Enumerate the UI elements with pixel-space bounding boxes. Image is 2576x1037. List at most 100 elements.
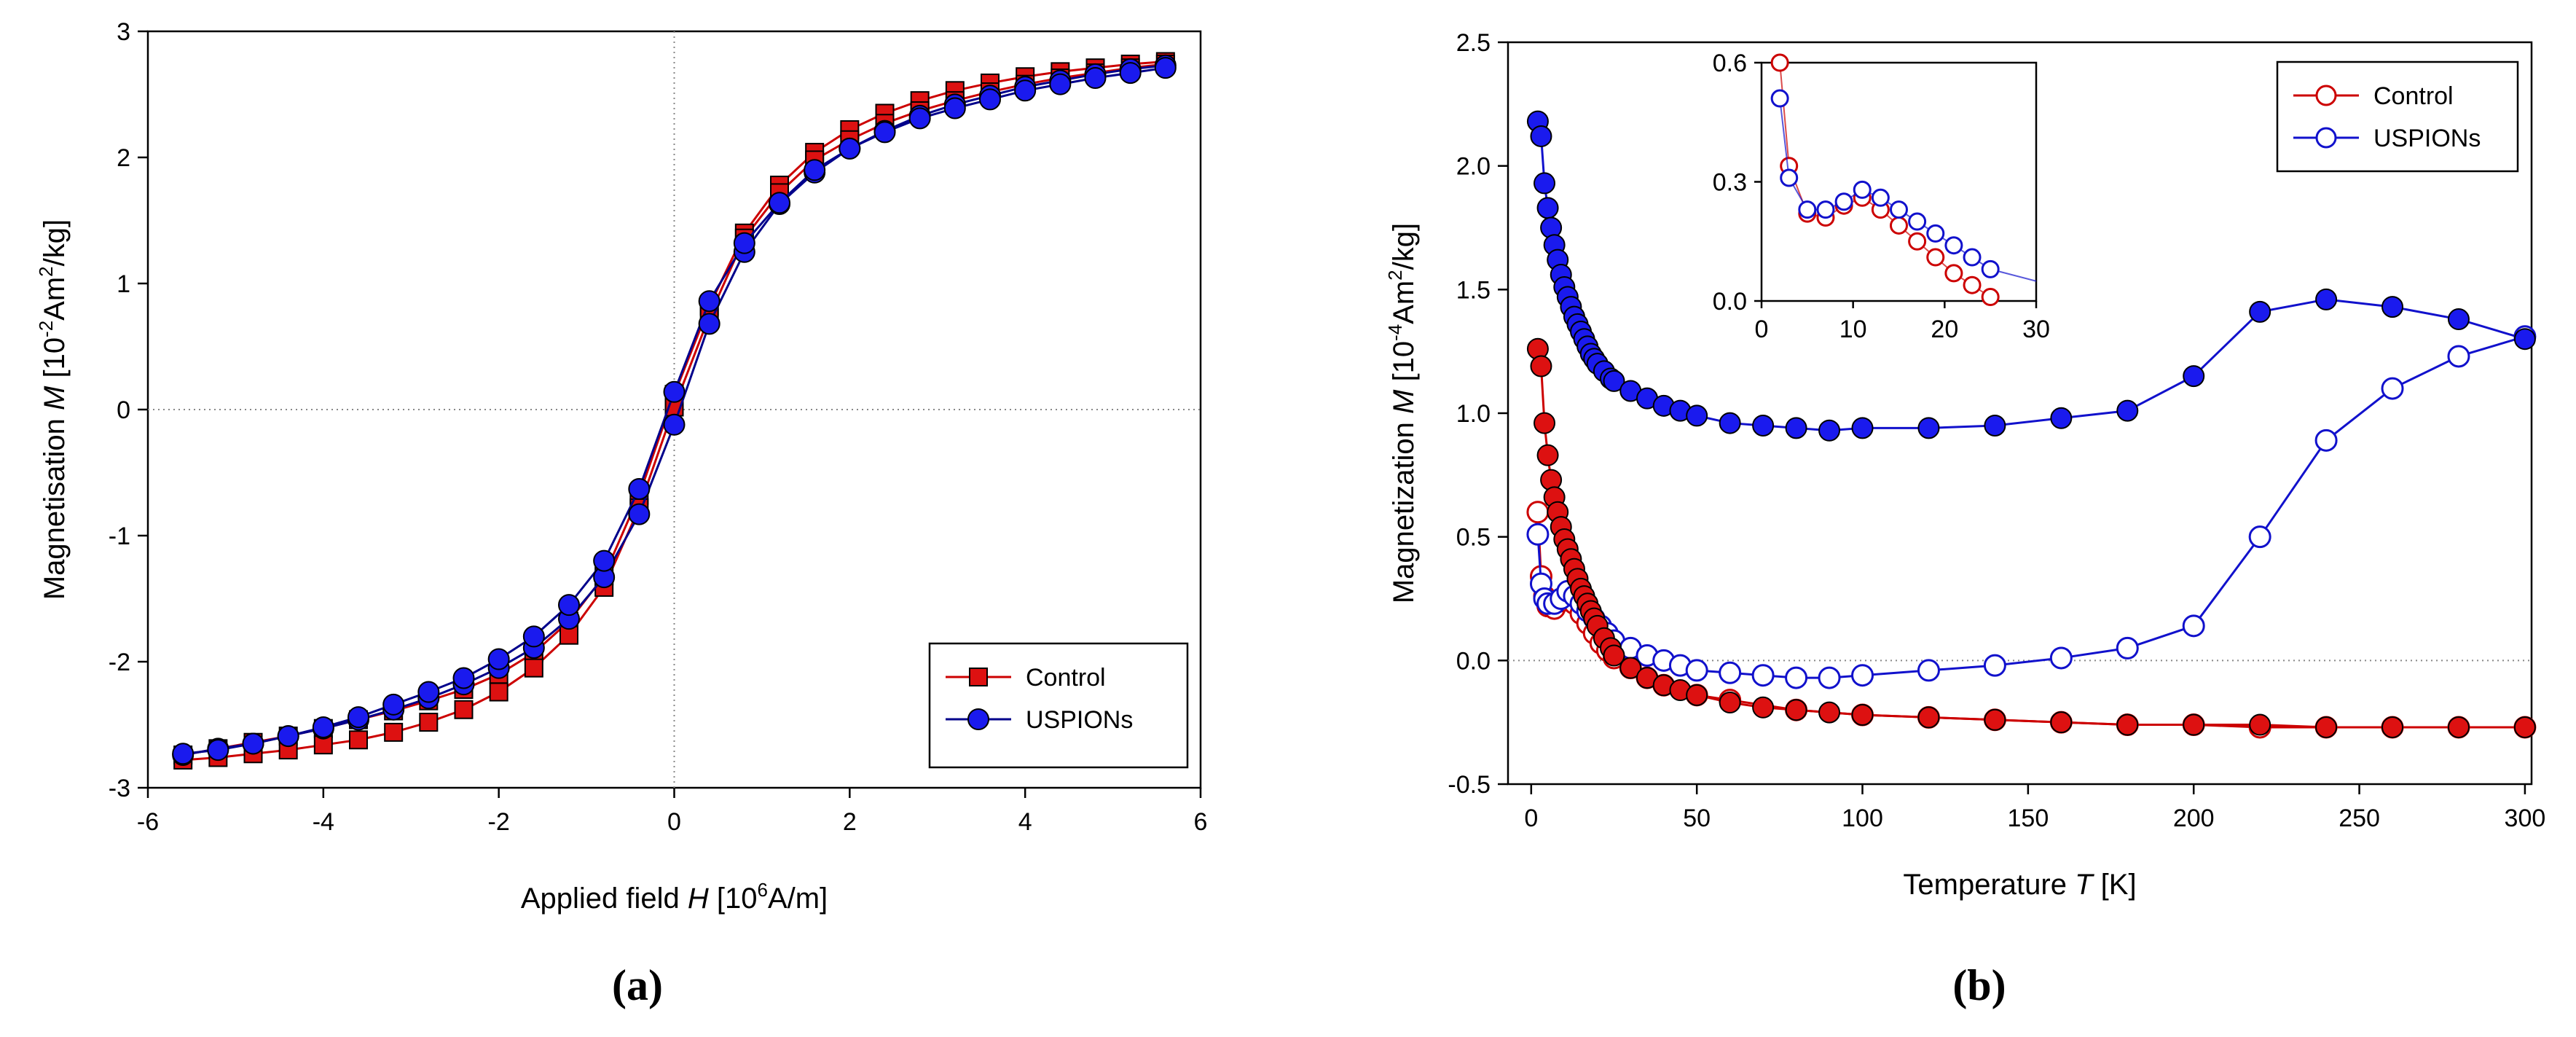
y-axis-label-part: 2 (35, 266, 57, 276)
x-axis-label-part: A/m] (768, 883, 828, 915)
x-tick-label: -4 (313, 808, 334, 836)
legend-label: Control (2373, 82, 2454, 110)
y-axis-label-part: 2 (1384, 270, 1406, 280)
data-point (839, 137, 861, 160)
y-axis-label-part: Am (1388, 281, 1420, 324)
data-point (2182, 614, 2205, 638)
legend-marker (967, 708, 989, 730)
data-point (1851, 703, 1874, 726)
x-axis-label: Applied field H [106A/m] (521, 879, 828, 915)
inset-data-point (1834, 192, 1853, 211)
data-point (2447, 716, 2470, 738)
data-point (2314, 429, 2338, 452)
data-point (2315, 716, 2338, 738)
data-point (1685, 659, 1708, 682)
data-point (1785, 666, 1808, 689)
data-point (2116, 399, 2139, 422)
data-point (384, 722, 404, 742)
data-point (1686, 404, 1708, 427)
x-axis-label-part: H (688, 883, 709, 915)
data-point (593, 549, 616, 572)
data-point (1851, 664, 1874, 687)
data-point (663, 413, 686, 436)
x-axis-label-part: [K] (2093, 869, 2137, 901)
y-axis-label-part: [10 (39, 337, 71, 386)
x-tick-label: 250 (2339, 805, 2380, 832)
data-point (522, 625, 545, 648)
y-tick-label: -1 (109, 523, 130, 550)
x-tick-label: 300 (2505, 805, 2546, 832)
data-point (1818, 419, 1841, 442)
data-point (1014, 79, 1037, 102)
inset-data-point (1981, 288, 2000, 307)
legend-label: USPIONs (1026, 706, 1133, 734)
panel-caption: (a) (612, 961, 663, 1009)
data-point (1719, 412, 1741, 434)
inset-data-point (1798, 200, 1817, 219)
x-tick-label: 6 (1194, 808, 1208, 836)
data-point (1154, 57, 1177, 79)
data-point (943, 97, 966, 120)
x-tick-label: -2 (488, 808, 510, 836)
data-point (207, 739, 229, 762)
data-point (1619, 657, 1642, 679)
data-point (698, 290, 720, 313)
data-point (733, 232, 755, 254)
x-tick-label: 0 (1524, 805, 1538, 832)
data-point (1536, 197, 1559, 219)
data-point (349, 730, 368, 750)
y-tick-label: -0.5 (1448, 771, 1491, 799)
data-point (2381, 716, 2404, 738)
data-point (558, 594, 580, 617)
inset-data-point (1908, 212, 1927, 231)
data-point (2513, 328, 2536, 351)
legend-marker (2315, 85, 2337, 106)
data-point (1983, 654, 2006, 677)
data-point (1603, 644, 1625, 667)
data-point (489, 682, 508, 702)
y-tick-label: 0 (117, 396, 130, 424)
data-point (1984, 708, 2006, 731)
data-point (2381, 296, 2404, 318)
legend-box (2276, 60, 2519, 173)
x-axis-label-part: Applied field (521, 883, 688, 915)
y-axis-label-part: /kg] (39, 219, 71, 266)
x-tick-label: 2 (843, 808, 857, 836)
data-point (1530, 355, 1552, 377)
data-point (1049, 73, 1072, 95)
inset-data-point (1770, 53, 1789, 72)
data-point (1603, 369, 1625, 392)
panel-b: 0 50 100 150 200 250 300-0.50.00.51.01.52.02.5… (1384, 29, 2545, 1009)
data-point (1851, 417, 1874, 439)
inset-data-point (1963, 248, 1982, 267)
y-tick-label: 0.5 (1456, 524, 1491, 552)
data-point (277, 725, 299, 748)
y-axis-label-part: -2 (35, 321, 57, 337)
inset-data-point (1780, 168, 1799, 187)
data-point (1785, 699, 1807, 721)
data-point (1084, 67, 1107, 90)
inset-x-tick-label: 10 (1839, 316, 1867, 343)
data-point (2183, 365, 2205, 388)
data-point (2049, 646, 2073, 670)
y-tick-label: 1.5 (1456, 276, 1491, 304)
data-point (698, 313, 720, 335)
y-tick-label: 2.0 (1456, 153, 1491, 181)
data-point (419, 713, 439, 732)
data-point (452, 667, 475, 689)
data-point (628, 503, 651, 525)
inset-data-point (1770, 89, 1789, 108)
inset-x-tick-label: 20 (1931, 316, 1958, 343)
data-point (1917, 706, 1940, 729)
x-axis-label: Temperature T [K] (1903, 869, 2136, 901)
y-axis-label-part: Am (39, 277, 71, 321)
data-point (347, 706, 369, 729)
data-point (1751, 664, 1775, 687)
data-point (2050, 407, 2073, 429)
x-tick-label: 200 (2173, 805, 2215, 832)
data-point (1818, 701, 1841, 724)
data-point (2249, 300, 2271, 323)
data-point (1917, 659, 1940, 682)
y-axis-label: Magnetisation M [10-2Am2/kg] (35, 219, 71, 600)
